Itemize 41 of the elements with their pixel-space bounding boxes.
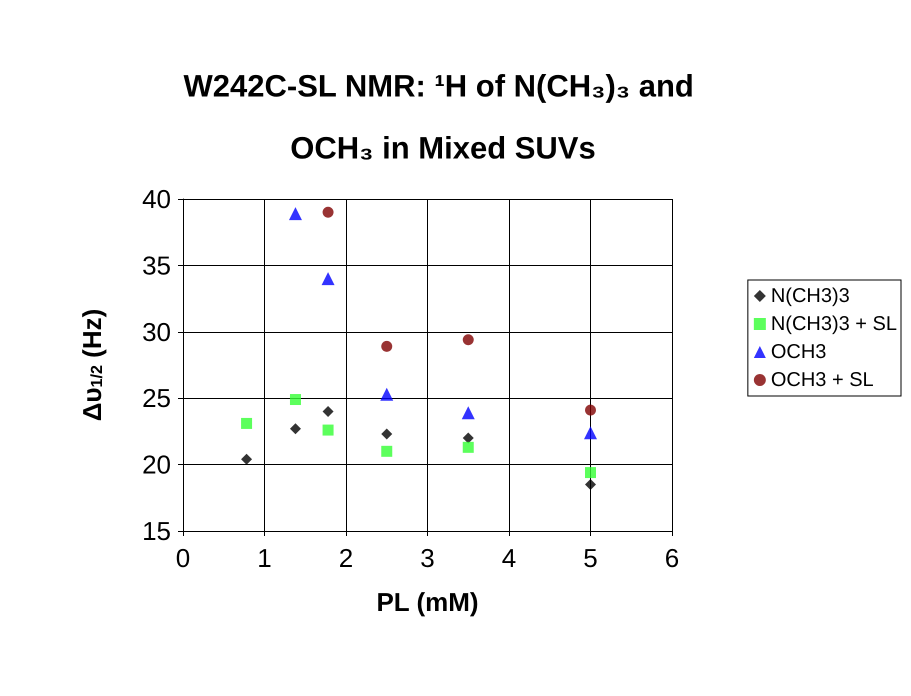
point xyxy=(241,418,252,429)
x-tick-label: 2 xyxy=(338,543,354,573)
x-tick-label: 3 xyxy=(420,543,435,573)
point xyxy=(462,442,474,453)
point xyxy=(585,404,596,416)
x-tick-label: 6 xyxy=(664,543,680,573)
point xyxy=(241,454,252,465)
point xyxy=(584,426,597,440)
point xyxy=(322,424,334,436)
x-tick-label: 0 xyxy=(176,543,190,573)
legend-label: N(CH3)3 + SL xyxy=(770,313,898,335)
y-tick-label: 25 xyxy=(142,383,171,414)
point xyxy=(322,406,334,417)
point xyxy=(585,479,596,490)
x-axis-title: PL (mM) xyxy=(376,587,479,617)
legend-label: OCH3 + SL xyxy=(770,369,874,391)
point xyxy=(380,388,394,401)
y-axis-title: Δυ1/2 (Hz) xyxy=(77,308,107,422)
legend-label: N(CH3)3 xyxy=(770,285,850,307)
y-tick-label: 40 xyxy=(142,184,171,214)
y-tick-label: 20 xyxy=(142,450,171,480)
point xyxy=(462,334,474,346)
point xyxy=(381,340,392,352)
point xyxy=(462,406,475,420)
point xyxy=(322,206,334,218)
x-tick-label: 1 xyxy=(257,543,272,573)
y-tick-label: 35 xyxy=(142,250,171,280)
chart-title: W242C-SL NMR: ¹H of N(CH₃)₃ and OCH₃ in Mixed SUVs xyxy=(184,68,702,166)
x-tick-label: 5 xyxy=(583,543,598,573)
point xyxy=(462,432,474,444)
point xyxy=(381,428,392,440)
point xyxy=(585,467,596,478)
y-tick-label: 15 xyxy=(142,516,171,546)
x-tick-label: 4 xyxy=(502,543,516,573)
point xyxy=(381,446,392,457)
point xyxy=(290,423,301,434)
point xyxy=(322,272,335,286)
legend-label: OCH3 xyxy=(770,341,826,363)
point xyxy=(290,394,301,406)
y-tick-label: 30 xyxy=(142,316,171,347)
point xyxy=(288,207,302,220)
